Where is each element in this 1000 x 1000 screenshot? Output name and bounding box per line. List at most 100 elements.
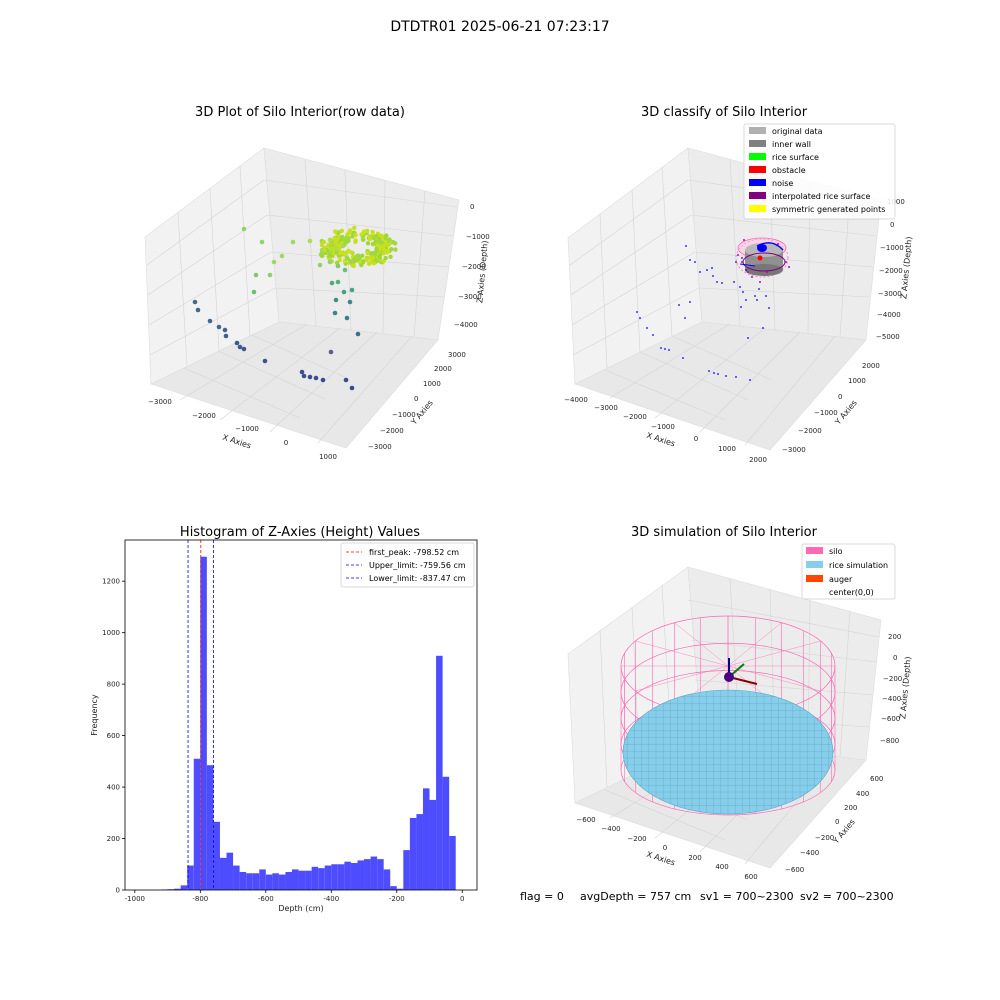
raw-data-point <box>385 242 391 248</box>
hist-y-tick-label: 200 <box>107 835 120 843</box>
hist-bar <box>213 821 220 890</box>
hist-bar <box>298 870 306 890</box>
sim-z-tick: −200 <box>883 675 902 683</box>
interpolated-point <box>777 243 779 245</box>
noise-point <box>646 327 648 329</box>
footer-flag: flag = 0 <box>520 890 564 903</box>
raw-data-point <box>349 385 355 391</box>
raw-data-point <box>333 229 338 234</box>
legend-inner-wall-label: inner wall <box>772 140 811 149</box>
noise-point <box>668 349 670 351</box>
raw-data-point <box>259 239 265 245</box>
raw-data-point <box>241 346 247 352</box>
hist-x-tick-label: -200 <box>389 895 405 903</box>
raw-data-point <box>320 377 326 383</box>
raw-data-point <box>251 289 257 295</box>
sim-y-tick: −600 <box>785 866 804 874</box>
legend-center-label: center(0,0) <box>829 588 874 597</box>
sim-x-tick: 600 <box>744 873 757 881</box>
raw-data-point <box>327 237 333 243</box>
raw-data-point <box>348 228 353 233</box>
classify-y-tick: 2000 <box>862 362 880 370</box>
noise-point <box>740 306 742 308</box>
hist-bar <box>193 758 201 890</box>
noise-point <box>717 373 719 375</box>
hist-bar <box>370 856 378 890</box>
raw-z-tick: −1000 <box>466 233 490 241</box>
panel-simulation-3d: 3D simulation of Silo Interior −600 −400 <box>567 525 913 881</box>
raw-data-point <box>367 236 373 242</box>
classify-z-tick: 1000 <box>887 198 905 206</box>
interpolated-point <box>759 281 761 283</box>
classify-z-tick: −3000 <box>878 290 902 298</box>
raw-data-point <box>313 375 319 381</box>
hist-bar <box>233 865 240 890</box>
raw-data-point <box>262 358 268 364</box>
noise-point <box>689 259 691 261</box>
legend-interpolated-label: interpolated rice surface <box>772 192 870 201</box>
raw-data-point <box>253 272 259 278</box>
hist-bar <box>390 886 397 890</box>
interpolated-point <box>751 276 753 278</box>
hist-x-tick-label: -600 <box>258 895 274 903</box>
raw-data-point <box>307 238 313 244</box>
raw-y-tick: 2000 <box>434 365 452 373</box>
raw-data-point <box>207 318 213 324</box>
hist-bar <box>449 835 456 890</box>
raw-data-point <box>355 331 361 337</box>
sim-x-tick: −400 <box>601 825 620 833</box>
footer-avg-depth: avgDepth = 757 cm <box>580 890 691 903</box>
hist-bar <box>377 859 384 890</box>
raw-data-point <box>379 240 385 245</box>
sim-x-tick: 400 <box>715 863 728 871</box>
inner-wall-bottom <box>745 264 783 276</box>
hist-x-tick-label: -800 <box>192 895 208 903</box>
raw-data-point <box>370 255 376 261</box>
legend-swatch-noise <box>749 179 766 186</box>
classify-x-tick: 1000 <box>718 445 736 453</box>
raw-y-tick: −1000 <box>392 411 416 419</box>
hist-bar <box>331 864 338 890</box>
panel-classify-3d: 3D classify of Silo Interior −4000 −3000… <box>564 105 914 464</box>
hist-y-tick-label: 1200 <box>102 578 120 586</box>
classify-floor <box>574 321 867 451</box>
noise-point <box>711 267 713 269</box>
raw-data-point <box>389 247 394 252</box>
raw-data-point <box>374 246 379 252</box>
raw-z-tick: −3000 <box>458 293 482 301</box>
legend-auger-label: auger <box>829 575 853 584</box>
raw-data-point <box>383 255 388 261</box>
classify-y-tick: −1000 <box>814 409 838 417</box>
noise-point <box>756 299 758 301</box>
raw-data-point <box>341 289 347 295</box>
noise-point <box>768 307 770 309</box>
hist-bar <box>246 873 253 890</box>
raw-data-point <box>237 344 243 350</box>
rice-simulation-surface <box>622 689 834 815</box>
legend-noise-label: noise <box>772 179 793 188</box>
footer-sv2: sv2 = 700~2300 <box>800 890 894 903</box>
hist-bar <box>265 874 273 890</box>
raw-data-point <box>335 237 340 243</box>
raw-data-point <box>222 327 228 333</box>
raw-data-point <box>333 245 339 251</box>
raw-data-point <box>365 241 371 246</box>
sim-y-tick: 0 <box>835 818 839 826</box>
sim-y-tick: 600 <box>870 775 883 783</box>
raw-data-point <box>356 256 361 261</box>
sim-x-tick: 200 <box>688 854 701 862</box>
raw-data-point <box>279 253 285 259</box>
sim-x-tick: −600 <box>576 816 595 824</box>
hist-bar <box>187 865 194 890</box>
raw-data-point <box>216 324 222 330</box>
legend-silo-label: silo <box>829 547 843 556</box>
raw-data-point <box>334 249 339 255</box>
sim-x-tick: −200 <box>627 835 646 843</box>
classify-z-tick: −2000 <box>879 267 903 275</box>
noise-point <box>706 269 708 271</box>
raw-data-point <box>382 249 388 255</box>
raw-x-tick: −3000 <box>148 398 172 406</box>
legend-lower-limit-label: Lower_limit: -837.47 cm <box>369 574 466 583</box>
raw-data-point <box>339 250 344 256</box>
hist-bar <box>409 817 417 890</box>
